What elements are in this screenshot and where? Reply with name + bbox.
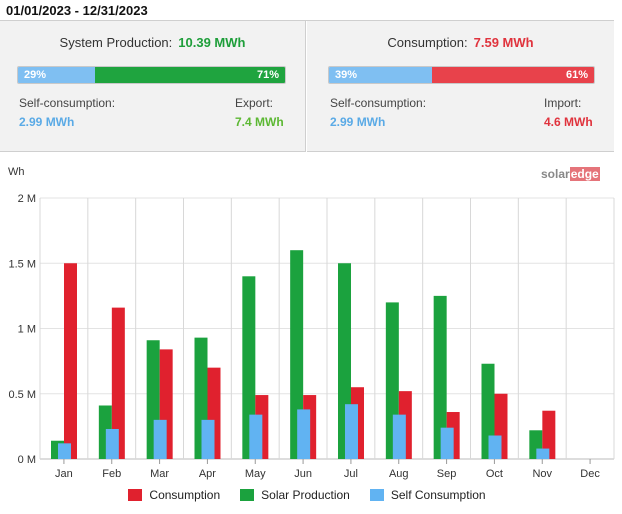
x-tick-label: Jul	[344, 468, 358, 480]
x-tick-label: Dec	[580, 468, 600, 480]
consumption-label: Consumption:	[387, 35, 468, 50]
x-tick-label: Sep	[437, 468, 457, 480]
import-label: Import:	[544, 96, 582, 110]
bar-consumption	[64, 263, 77, 459]
production-self-consumption: Self-consumption: 2.99 MWh	[19, 96, 115, 129]
bar-self-consumption	[345, 404, 358, 459]
y-tick-label: 0.5 M	[8, 389, 36, 401]
bar-solar-production	[481, 363, 495, 459]
x-tick-label: Oct	[486, 468, 503, 480]
production-self-segment: 29%	[18, 67, 96, 83]
bar-self-consumption	[201, 419, 215, 459]
bar-solar-production	[242, 276, 256, 459]
legend-label: Consumption	[149, 488, 221, 502]
logo-part2: edge	[569, 167, 600, 181]
consumption-self-label: Self-consumption:	[330, 96, 427, 110]
import-info: Import: 4.6 MWh	[544, 96, 593, 129]
legend-item[interactable]: Self Consumption	[369, 488, 486, 502]
bar-self-consumption	[440, 427, 454, 459]
y-axis-label: Wh	[8, 166, 25, 178]
x-tick-label: Mar	[150, 468, 169, 480]
bar-self-consumption	[58, 443, 71, 459]
bar-consumption	[542, 410, 556, 459]
bar-solar-production	[290, 250, 304, 459]
consumption-split-bar: 39% 61%	[328, 66, 595, 84]
y-tick-label: 0 M	[18, 454, 36, 466]
production-self-value: 2.99 MWh	[19, 115, 75, 129]
export-label: Export:	[235, 96, 274, 110]
consumption-self-consumption: Self-consumption: 2.99 MWh	[330, 96, 426, 129]
bar-solar-production	[433, 295, 447, 459]
x-tick-label: Feb	[102, 468, 121, 480]
export-info: Export: 7.4 MWh	[235, 96, 284, 129]
import-value: 4.6 MWh	[544, 115, 593, 129]
production-label: System Production:	[59, 35, 173, 50]
legend-swatch	[128, 489, 143, 501]
legend-item[interactable]: Consumption	[128, 488, 220, 502]
production-panel: System Production: 10.39 MWh 29% 71% Self…	[0, 21, 306, 152]
bar-self-consumption	[297, 409, 311, 459]
production-heading: System Production: 10.39 MWh	[0, 35, 305, 50]
consumption-self-value: 2.99 MWh	[330, 115, 386, 129]
bar-self-consumption	[105, 428, 119, 459]
y-tick-label: 1 M	[18, 324, 36, 336]
consumption-heading: Consumption: 7.59 MWh	[307, 35, 614, 50]
divider	[0, 20, 614, 21]
bar-self-consumption	[153, 419, 167, 459]
x-tick-label: Jun	[294, 468, 312, 480]
legend-item[interactable]: Solar Production	[240, 488, 350, 502]
production-export-segment: 71%	[95, 67, 285, 83]
y-tick-label: 2 M	[18, 193, 36, 205]
consumption-import-segment: 61%	[432, 67, 594, 83]
bar-self-consumption	[392, 414, 406, 459]
bar-self-consumption	[488, 435, 502, 459]
x-tick-label: Aug	[389, 468, 409, 480]
export-value: 7.4 MWh	[235, 115, 284, 129]
legend-label: Solar Production	[261, 488, 350, 502]
chart-legend: Consumption Solar Production Self Consumpt…	[0, 488, 614, 502]
x-tick-label: Apr	[199, 468, 216, 480]
logo-part1: solar	[541, 167, 570, 181]
production-split-bar: 29% 71%	[17, 66, 286, 84]
date-range: 01/01/2023 - 12/31/2023	[6, 3, 148, 18]
bar-self-consumption	[536, 448, 550, 459]
legend-swatch	[369, 489, 384, 501]
legend-label: Self Consumption	[390, 488, 486, 502]
production-self-label: Self-consumption:	[19, 96, 116, 110]
x-tick-label: May	[245, 468, 266, 480]
x-tick-label: Nov	[532, 468, 552, 480]
x-tick-label: Jan	[55, 468, 73, 480]
solaredge-logo: solaredge	[541, 167, 600, 181]
consumption-self-segment: 39%	[329, 67, 433, 83]
consumption-value: 7.59 MWh	[473, 35, 534, 50]
bar-consumption	[111, 307, 125, 459]
consumption-panel: Consumption: 7.59 MWh 39% 61% Self-consum…	[307, 21, 614, 152]
production-value: 10.39 MWh	[178, 35, 246, 50]
y-tick-label: 1.5 M	[8, 258, 36, 270]
bar-self-consumption	[249, 414, 263, 459]
legend-swatch	[240, 489, 255, 501]
